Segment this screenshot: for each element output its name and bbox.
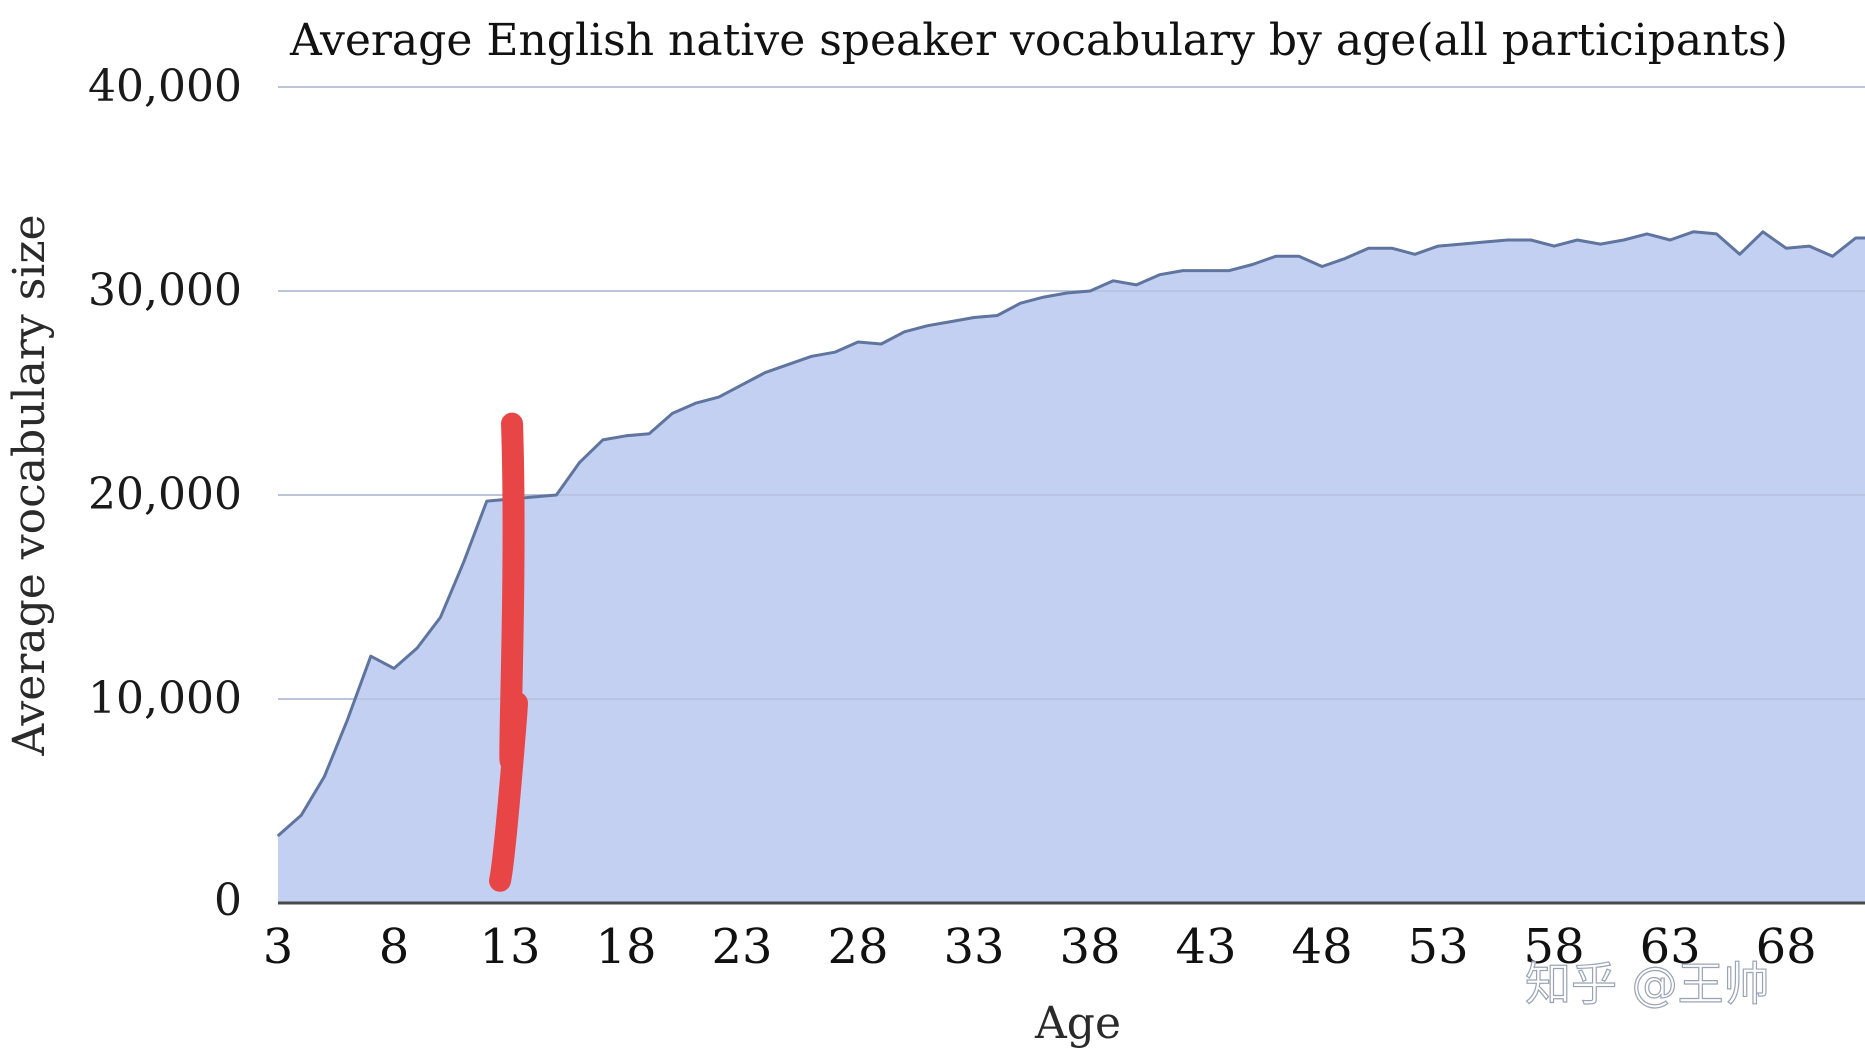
data-point-age-19: [648, 433, 651, 435]
data-point-age-21: [694, 402, 697, 405]
data-point-age-18: [625, 435, 627, 437]
series-area: [278, 231, 1865, 904]
plot-area: [277, 86, 1865, 905]
y-tick-label-0: 0: [214, 875, 242, 926]
x-tick-label-23: 23: [711, 919, 772, 975]
data-point-age-46: [1274, 255, 1277, 258]
data-point-age-62: [1646, 233, 1648, 235]
x-tick-label-53: 53: [1408, 919, 1469, 975]
data-point-age-41: [1158, 273, 1161, 276]
data-point-age-10: [439, 616, 442, 619]
data-point-age-4: [300, 814, 303, 817]
data-point-age-15: [555, 494, 558, 496]
y-tick-label-10,000: 10,000: [88, 673, 242, 724]
x-tick-label-8: 8: [379, 919, 410, 975]
data-point-age-40: [1135, 284, 1138, 286]
x-tick-label-48: 48: [1292, 919, 1353, 975]
data-point-age-6: [346, 718, 349, 721]
data-point-age-59: [1576, 239, 1579, 241]
data-point-age-65: [1715, 233, 1718, 235]
data-point-age-58: [1553, 245, 1555, 247]
data-point-age-67: [1762, 231, 1764, 233]
data-point-age-71: [1854, 237, 1857, 239]
data-point-age-69: [1808, 245, 1811, 247]
data-point-age-33: [973, 316, 975, 319]
data-point-age-8: [393, 667, 395, 670]
data-point-age-38: [1089, 290, 1091, 292]
annotation-layer: [489, 412, 528, 892]
chart-title: Average English native speaker vocabular…: [289, 15, 1788, 66]
data-point-age-57: [1530, 239, 1532, 241]
data-point-age-51: [1390, 247, 1393, 249]
data-point-age-54: [1460, 243, 1463, 245]
data-point-age-43: [1205, 269, 1207, 272]
watermark: 知乎 @王帅: [1525, 957, 1770, 1011]
x-tick-label-18: 18: [595, 919, 656, 975]
x-axis-ticks: 3 8 13 18 23 28 33 38 43 48 53 58 63 68: [263, 919, 1817, 975]
data-point-age-68: [1785, 247, 1787, 249]
data-point-age-30: [903, 331, 906, 333]
x-tick-label-28: 28: [828, 919, 889, 975]
data-point-age-27: [834, 351, 836, 354]
data-point-age-20: [671, 412, 674, 415]
x-tick-label-63: 63: [1640, 919, 1701, 975]
data-point-age-7: [370, 655, 372, 657]
data-point-age-44: [1228, 269, 1231, 272]
data-point-age-66: [1738, 253, 1741, 256]
data-point-age-26: [810, 355, 813, 358]
data-point-age-29: [880, 343, 883, 345]
data-point-age-24: [764, 371, 767, 374]
data-point-age-3: [277, 834, 279, 837]
data-point-age-14: [532, 496, 535, 498]
data-point-age-50: [1367, 247, 1370, 249]
data-point-age-56: [1506, 239, 1509, 241]
data-point-age-70: [1831, 255, 1834, 258]
data-point-age-53: [1437, 245, 1439, 247]
data-point-age-52: [1414, 253, 1416, 256]
data-point-age-49: [1344, 257, 1347, 260]
data-point-age-23: [741, 384, 743, 386]
x-tick-label-13: 13: [479, 919, 540, 975]
data-point-age-63: [1669, 239, 1671, 241]
data-point-age-12: [486, 500, 488, 502]
y-tick-label-30,000: 30,000: [88, 265, 242, 316]
data-point-age-36: [1042, 296, 1045, 298]
x-tick-label-58: 58: [1524, 919, 1585, 975]
y-axis-ticks: 0 10,000 20,000 30,000 40,000: [88, 61, 242, 926]
data-point-age-28: [857, 341, 859, 343]
data-point-age-31: [926, 324, 929, 327]
series-line: [277, 230, 1865, 837]
data-point-age-34: [996, 314, 999, 317]
data-point-age-47: [1298, 255, 1300, 258]
data-point-age-39: [1112, 280, 1115, 282]
y-tick-label-40,000: 40,000: [88, 61, 242, 112]
y-axis-label: Average vocabulary size: [4, 214, 55, 756]
data-point-age-16: [578, 461, 581, 464]
data-point-age-17: [602, 439, 604, 441]
data-point-age-48: [1321, 265, 1323, 268]
data-point-age-35: [1019, 302, 1022, 305]
x-tick-label-3: 3: [263, 919, 294, 975]
x-tick-label-68: 68: [1756, 919, 1817, 975]
data-point-age-64: [1692, 231, 1695, 233]
data-point-age-5: [323, 775, 326, 778]
data-point-age-42: [1182, 269, 1184, 272]
red-marker-line-0: [489, 412, 528, 892]
data-point-age-9: [416, 647, 419, 649]
data-point-age-61: [1622, 239, 1625, 241]
data-point-age-37: [1066, 292, 1068, 294]
data-point-age-11: [462, 561, 465, 564]
data-point-age-55: [1483, 241, 1486, 243]
data-point-age-60: [1599, 243, 1602, 245]
data-point-age-25: [787, 363, 790, 366]
data-point-age-22: [718, 396, 720, 398]
x-tick-label-43: 43: [1176, 919, 1237, 975]
x-axis-label: Age: [1034, 998, 1121, 1049]
data-point-age-45: [1251, 263, 1254, 266]
x-tick-label-38: 38: [1060, 919, 1121, 975]
y-tick-label-20,000: 20,000: [88, 469, 242, 520]
data-point-age-32: [950, 320, 952, 323]
x-tick-label-33: 33: [944, 919, 1005, 975]
